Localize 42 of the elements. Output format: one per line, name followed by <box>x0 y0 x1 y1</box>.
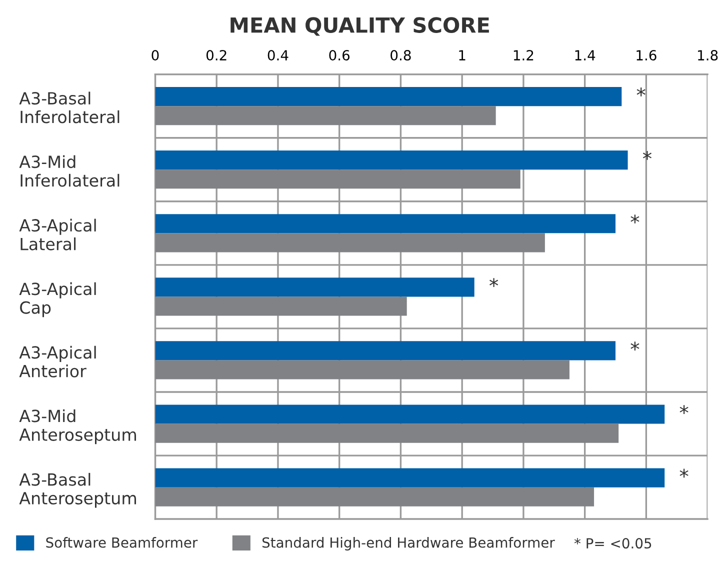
annotation: * <box>636 87 646 96</box>
bar <box>155 150 628 170</box>
bar <box>155 341 616 360</box>
y-tick-label: A3-Mid Anteroseptum <box>19 409 136 444</box>
annotation: * <box>680 468 688 478</box>
annotation: * <box>680 405 688 414</box>
x-tick-label: 0 <box>152 50 159 61</box>
x-tick-label: 1.6 <box>636 50 656 61</box>
x-tick-label: 1.8 <box>698 50 718 61</box>
y-tick-label: A3-Apical Anterior <box>19 346 96 378</box>
bar <box>155 278 474 297</box>
x-tick-label: 1.2 <box>514 50 534 60</box>
y-tick-label: A3-Apical Cap <box>19 282 96 318</box>
x-tick-label: 0.6 <box>329 50 350 61</box>
bar <box>155 360 570 380</box>
chart-title: MEAN QUALITY SCORE <box>230 17 489 36</box>
x-tick-label: 1.4 <box>575 50 596 60</box>
bar <box>155 233 545 252</box>
annotation: * <box>642 151 652 160</box>
x-tick-label: 1 <box>459 50 466 60</box>
y-tick-label: A3-Mid Inferolateral <box>19 155 120 187</box>
bar <box>155 468 665 488</box>
annotation: * <box>630 214 640 224</box>
annotation: * <box>630 342 640 351</box>
bar <box>155 170 520 189</box>
x-tick-label: 0.2 <box>206 50 226 61</box>
bar <box>155 214 616 234</box>
bar <box>155 87 622 106</box>
y-tick-label: A3-Basal Anteroseptum <box>19 472 136 508</box>
x-tick-label: 0.8 <box>390 50 411 61</box>
bar <box>155 487 594 506</box>
annotation: * <box>490 278 498 287</box>
bar <box>155 106 496 126</box>
y-tick-label: A3-Apical Lateral <box>19 218 96 250</box>
legend-label: Software Beamformer <box>46 537 198 548</box>
bar <box>155 296 407 316</box>
bar <box>155 424 619 443</box>
bar <box>155 404 665 424</box>
legend-label: Standard High-end Hardware Beamformer <box>262 537 555 550</box>
text: * P= <0.05 <box>574 538 652 549</box>
y-tick-label: A3-Basal Inferolateral <box>19 92 120 124</box>
x-tick-label: 0.4 <box>268 50 288 61</box>
